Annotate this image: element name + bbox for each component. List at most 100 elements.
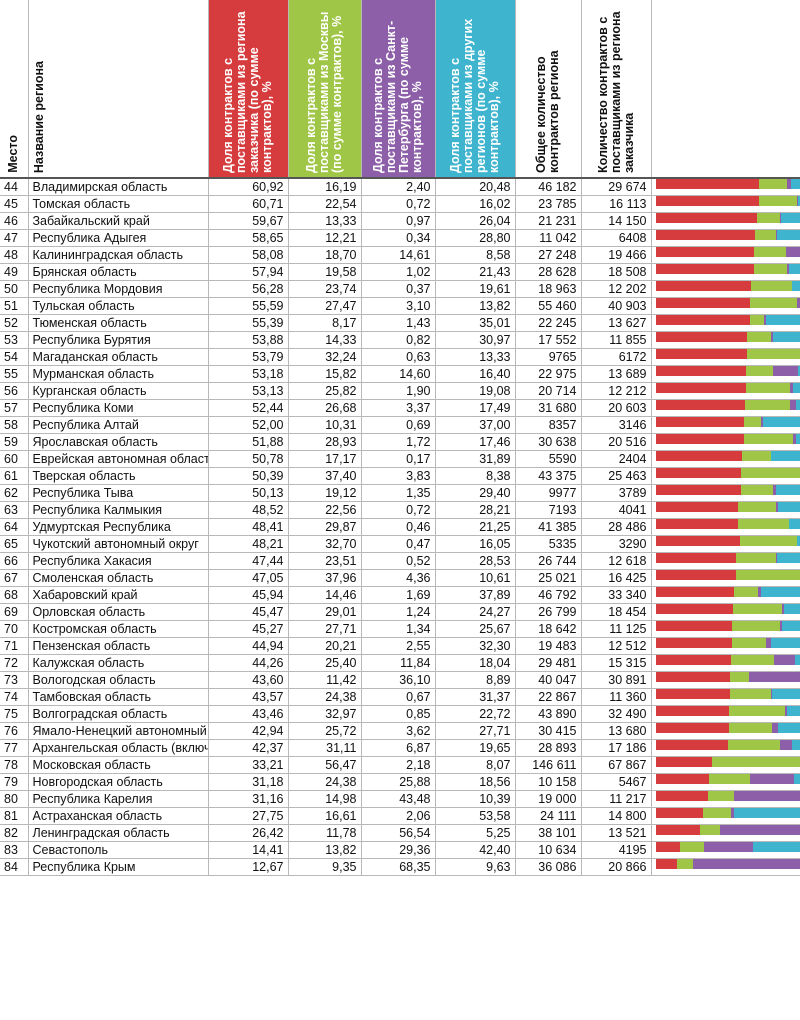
bar-segment-other xyxy=(794,655,799,665)
row-share-spb: 56,54 xyxy=(361,824,436,842)
bar-segment-spb xyxy=(774,655,795,665)
row-share-moscow: 27,47 xyxy=(288,297,362,315)
row-share-own: 47,44 xyxy=(208,552,289,570)
row-region-name: Магаданская область xyxy=(28,348,209,366)
row-share-other: 19,08 xyxy=(435,382,516,400)
row-share-own: 12,67 xyxy=(208,858,289,876)
bar-segment-moscow xyxy=(729,706,786,716)
row-region-name: Пензенская область xyxy=(28,637,209,655)
header-total-contracts[interactable]: Общее количество контрактов региона xyxy=(515,0,582,179)
header-share-moscow[interactable]: Доля контрактов с поставщиками из Москвы… xyxy=(288,0,362,179)
row-share-bar xyxy=(651,705,800,723)
row-share-own: 43,57 xyxy=(208,688,289,706)
row-share-own: 53,18 xyxy=(208,365,289,383)
row-share-own: 45,94 xyxy=(208,586,289,604)
row-region-name: Республика Бурятия xyxy=(28,331,209,349)
row-total-contracts: 28 893 xyxy=(515,739,582,757)
row-share-moscow: 25,40 xyxy=(288,654,362,672)
row-share-own: 43,46 xyxy=(208,705,289,723)
row-share-bar xyxy=(651,195,800,213)
row-total-contracts: 55 460 xyxy=(515,297,582,315)
row-own-contracts: 6408 xyxy=(581,229,652,247)
bar-segment-other xyxy=(776,230,799,240)
row-share-moscow: 10,31 xyxy=(288,416,362,434)
bar-segment-own xyxy=(655,689,730,699)
bar-segment-spb xyxy=(787,264,790,274)
row-share-bar xyxy=(651,348,800,366)
row-place: 82 xyxy=(0,824,29,842)
stacked-bar xyxy=(655,179,799,189)
row-share-spb: 36,10 xyxy=(361,671,436,689)
bar-segment-moscow xyxy=(712,757,799,767)
row-share-other: 28,21 xyxy=(435,501,516,519)
header-share-spb[interactable]: Доля контрактов с поставщиками из Санкт-… xyxy=(361,0,436,179)
row-share-spb: 0,82 xyxy=(361,331,436,349)
stacked-bar xyxy=(655,655,799,665)
stacked-bar xyxy=(655,723,799,733)
row-own-contracts: 13 627 xyxy=(581,314,652,332)
row-share-own: 43,60 xyxy=(208,671,289,689)
row-share-other: 27,71 xyxy=(435,722,516,740)
row-own-contracts: 18 508 xyxy=(581,263,652,281)
row-total-contracts: 22 245 xyxy=(515,314,582,332)
stacked-bar xyxy=(655,553,799,563)
row-own-contracts: 13 521 xyxy=(581,824,652,842)
row-own-contracts: 11 217 xyxy=(581,790,652,808)
row-share-moscow: 32,97 xyxy=(288,705,362,723)
bar-segment-own xyxy=(655,808,703,818)
row-share-own: 50,39 xyxy=(208,467,289,485)
bar-segment-other xyxy=(772,332,799,342)
row-region-name: Республика Тыва xyxy=(28,484,209,502)
bar-segment-spb xyxy=(771,689,773,699)
bar-segment-moscow xyxy=(702,808,731,818)
row-share-bar xyxy=(651,535,800,553)
row-place: 72 xyxy=(0,654,29,672)
row-own-contracts: 28 486 xyxy=(581,518,652,536)
row-share-bar xyxy=(651,807,800,825)
bar-segment-own xyxy=(655,332,748,342)
stacked-bar xyxy=(655,740,799,750)
stacked-bar xyxy=(655,808,799,818)
row-place: 80 xyxy=(0,790,29,808)
bar-segment-moscow xyxy=(758,196,798,206)
header-own-contracts[interactable]: Количество контрак­тов с поставщиками из… xyxy=(581,0,652,179)
row-place: 74 xyxy=(0,688,29,706)
row-share-moscow: 17,17 xyxy=(288,450,362,468)
row-share-spb: 14,61 xyxy=(361,246,436,264)
stacked-bar xyxy=(655,842,799,852)
row-share-spb: 2,40 xyxy=(361,178,436,196)
row-share-own: 14,41 xyxy=(208,841,289,859)
header-place[interactable]: Место xyxy=(0,0,29,179)
row-share-own: 58,65 xyxy=(208,229,289,247)
header-share-other[interactable]: Доля контрактов с поставщиками из других… xyxy=(435,0,516,179)
bar-segment-other xyxy=(797,536,799,546)
bar-segment-other xyxy=(790,179,799,189)
row-share-own: 31,18 xyxy=(208,773,289,791)
row-share-spb: 6,87 xyxy=(361,739,436,757)
bar-segment-moscow xyxy=(743,434,793,444)
row-own-contracts: 3146 xyxy=(581,416,652,434)
header-name[interactable]: Название региона xyxy=(28,0,209,179)
row-own-contracts: 16 425 xyxy=(581,569,652,587)
row-share-own: 51,88 xyxy=(208,433,289,451)
stacked-bar xyxy=(655,264,799,274)
row-share-bar xyxy=(651,365,800,383)
row-total-contracts: 9977 xyxy=(515,484,582,502)
bar-segment-spb xyxy=(703,842,754,852)
row-share-bar xyxy=(651,314,800,332)
bar-segment-own xyxy=(655,553,737,563)
row-total-contracts: 40 047 xyxy=(515,671,582,689)
row-share-other: 13,33 xyxy=(435,348,516,366)
header-share-own[interactable]: Доля контрактов с поставщиками из регион… xyxy=(208,0,289,179)
row-share-spb: 3,10 xyxy=(361,297,436,315)
row-share-spb: 1,72 xyxy=(361,433,436,451)
bar-segment-other xyxy=(761,587,799,597)
table-row: 65 Чукотский автономный округ 48,21 32,70 0,… xyxy=(0,535,800,553)
row-share-bar xyxy=(651,263,800,281)
row-own-contracts: 67 867 xyxy=(581,756,652,774)
row-share-bar xyxy=(651,467,800,485)
row-share-spb: 0,69 xyxy=(361,416,436,434)
row-place: 83 xyxy=(0,841,29,859)
bar-segment-spb xyxy=(692,859,799,869)
row-share-bar xyxy=(651,229,800,247)
